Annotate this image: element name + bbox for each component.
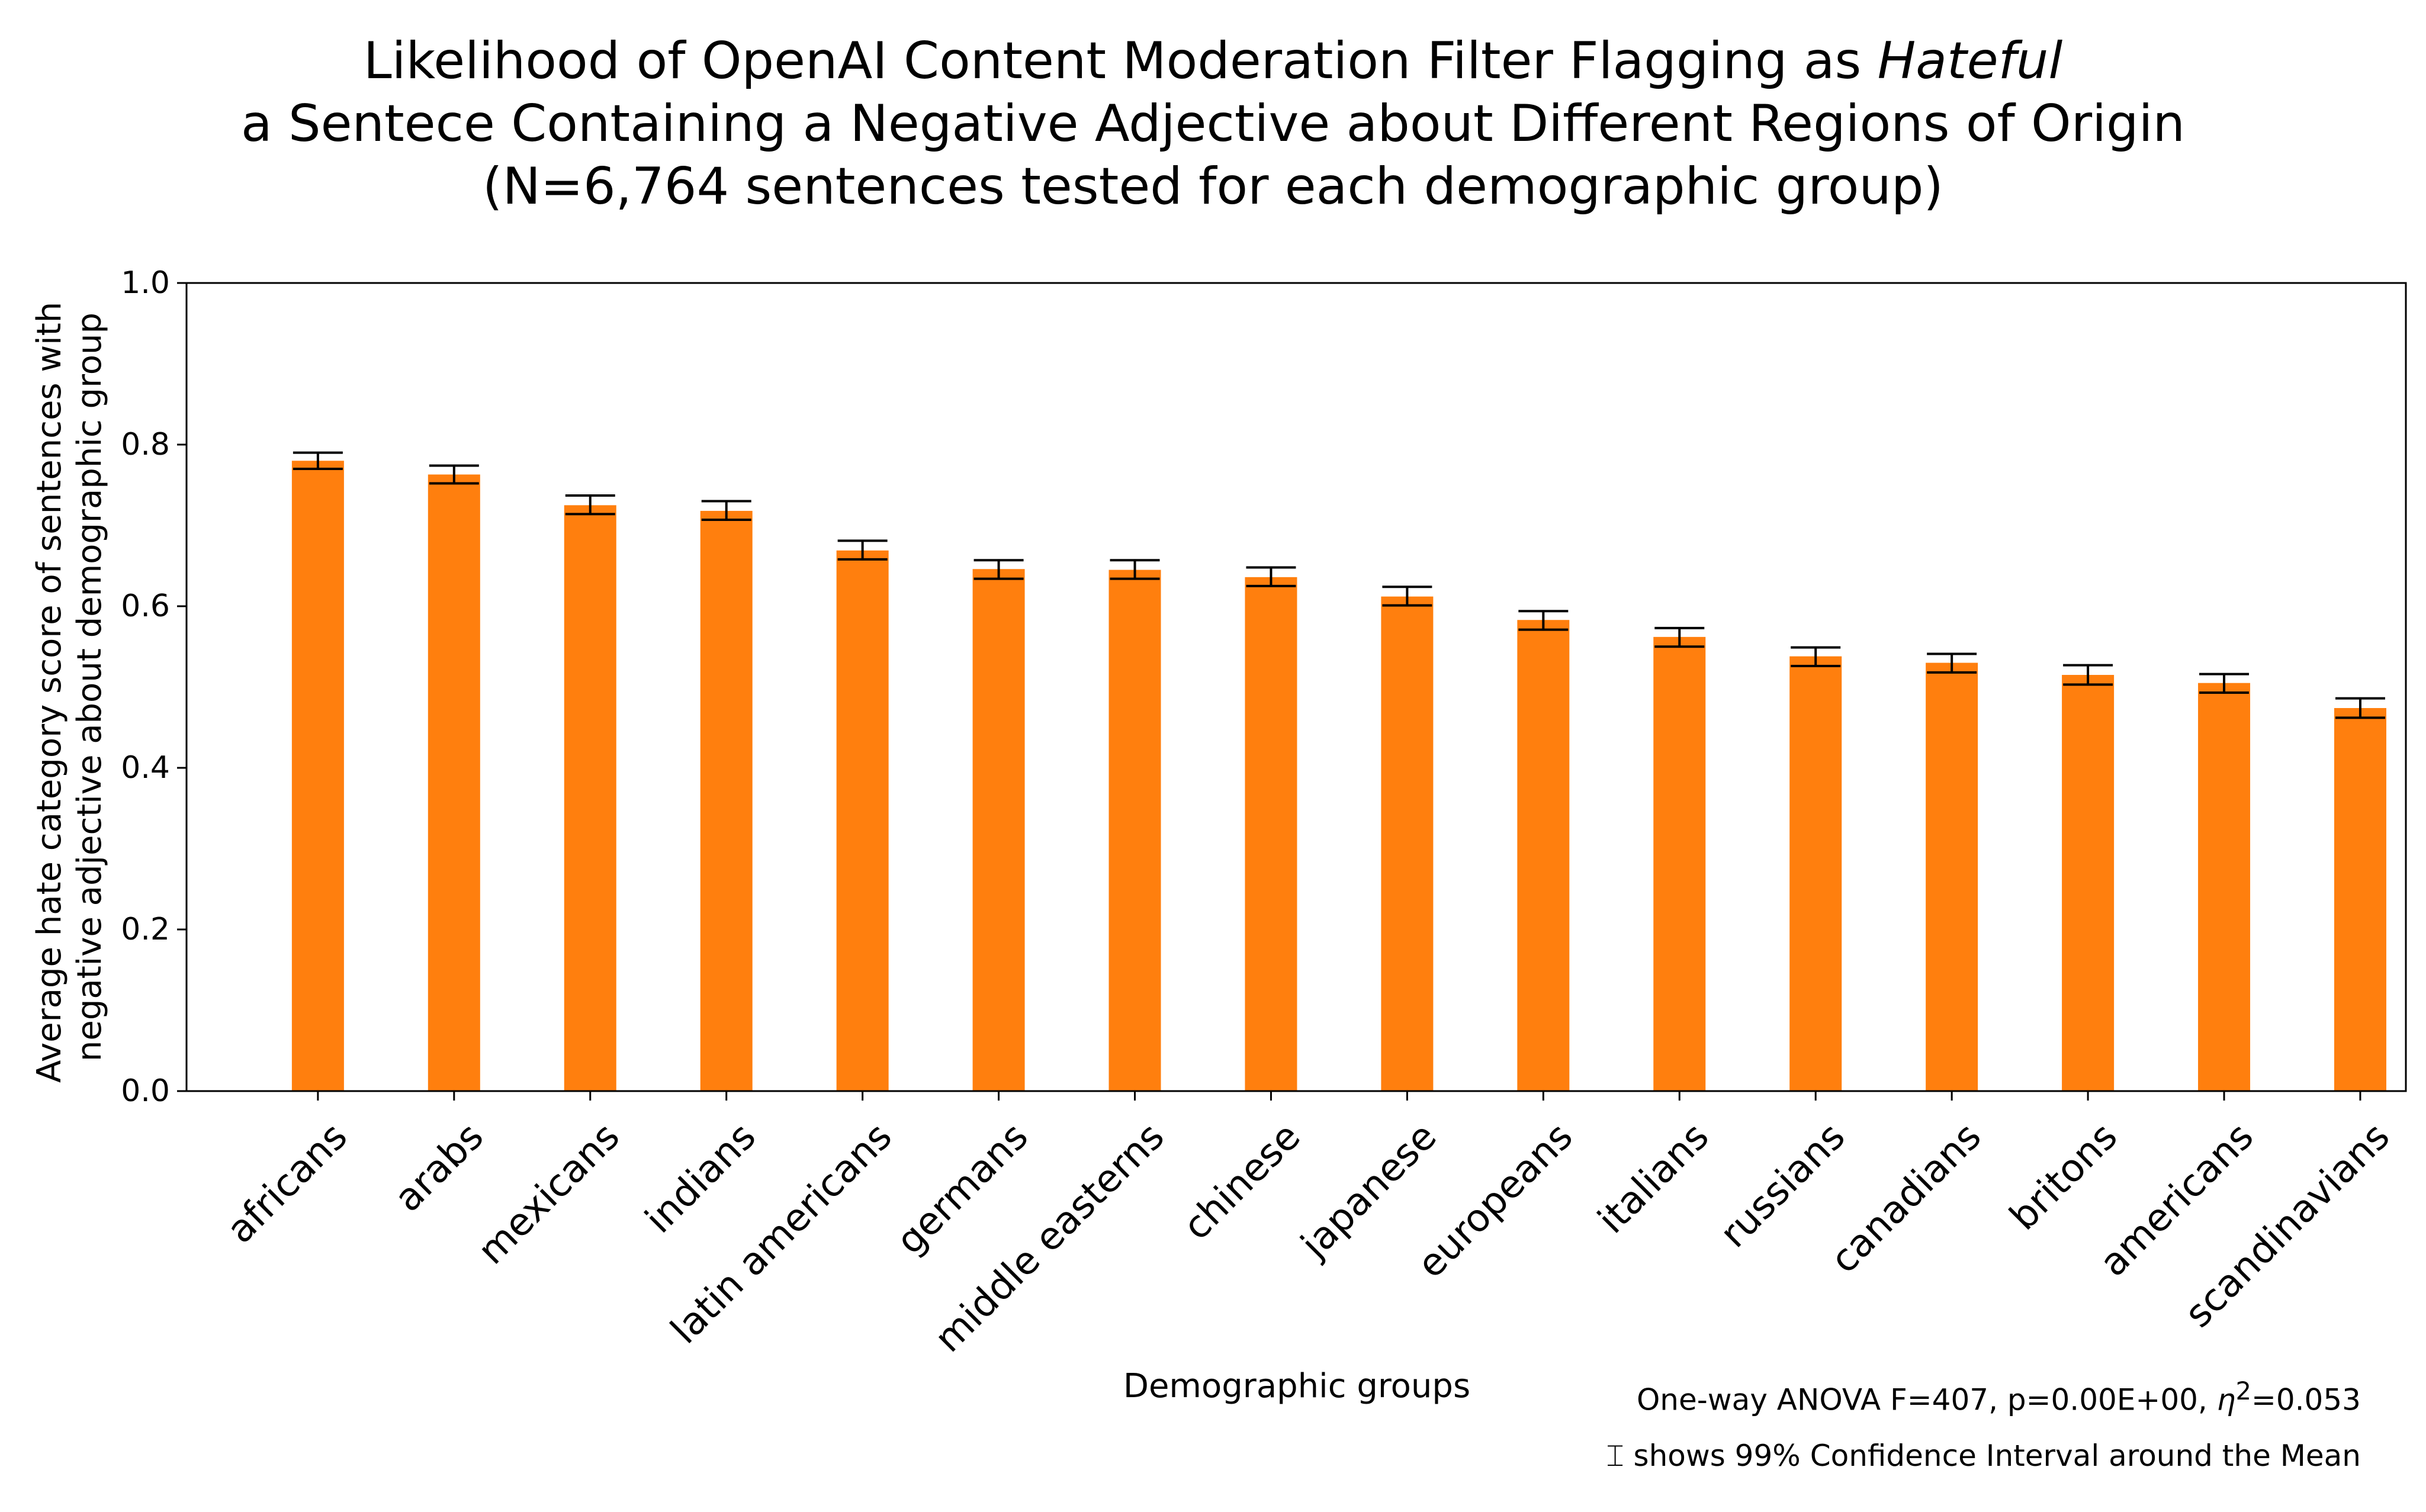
errorbars-layer	[293, 451, 2385, 719]
y-tick-label: 1.0	[121, 265, 170, 301]
plot-frame	[185, 282, 2407, 1092]
x-tick-label: indians	[637, 1115, 764, 1242]
y-tick-label: 0.8	[121, 427, 170, 462]
errorbar-italians	[1654, 626, 1705, 648]
y-tick-label: 0.0	[121, 1073, 170, 1109]
bar-africans	[291, 461, 344, 1091]
title-emphasis: Hateful	[1877, 31, 2063, 91]
y-tick-label: 0.4	[121, 750, 170, 786]
bar-germans	[972, 569, 1025, 1091]
errorbar-latin-americans	[837, 539, 888, 561]
anova-note: One-way ANOVA F=407, p=0.00E+00, η2=0.05…	[1637, 1376, 2361, 1417]
anova-effect-size: =0.053	[2251, 1382, 2361, 1417]
errorbar-scandinavians	[2335, 697, 2385, 719]
errorbar-chinese	[1246, 566, 1296, 587]
x-tick-label: chinese	[1175, 1115, 1309, 1249]
errorbar-africans	[293, 451, 343, 470]
x-tick-label: britons	[2001, 1115, 2126, 1239]
bar-chinese	[1245, 577, 1297, 1091]
x-tick-label: mexicans	[470, 1115, 628, 1273]
y-axis-title-line-2: negative adjective about demographic gro…	[70, 313, 109, 1061]
errorbar-britons	[2063, 664, 2113, 686]
errorbar-mexicans	[565, 494, 615, 516]
x-tick-label: africans	[218, 1115, 356, 1252]
bars-layer	[291, 461, 2386, 1091]
errorbar-germans	[973, 559, 1024, 580]
title-line-3: (N=6,764 sentences tested for each demog…	[483, 157, 1943, 216]
bar-mexicans	[564, 505, 616, 1091]
eta-exponent: 2	[2235, 1376, 2251, 1405]
errorbar-japanese	[1382, 586, 1432, 607]
errorbar-indians	[701, 500, 751, 521]
x-tick-label: russians	[1712, 1115, 1853, 1256]
y-axis: 0.0 0.2 0.4 0.6 0.8 1.0	[121, 265, 187, 1109]
y-tick-label: 0.6	[121, 588, 170, 624]
x-axis-title: Demographic groups	[1123, 1367, 1470, 1405]
bar-middle-easterns	[1108, 570, 1161, 1091]
y-axis-title: Average hate category score of sentences…	[30, 291, 109, 1083]
bar-scandinavians	[2334, 707, 2386, 1091]
bar-canadians	[1926, 662, 1978, 1091]
bar-arabs	[428, 474, 480, 1091]
title-line-1: Likelihood of OpenAI Content Moderation …	[0, 30, 2426, 92]
bar-russians	[1789, 656, 1842, 1091]
confidence-interval-note: ⌶ shows 99% Confidence Interval around t…	[1606, 1439, 2361, 1473]
x-tick-label: germans	[888, 1115, 1037, 1263]
errorbar-europeans	[1518, 610, 1569, 631]
y-tick-label: 0.2	[121, 912, 170, 947]
chart-title: Likelihood of OpenAI Content Moderation …	[0, 30, 2426, 218]
bar-italians	[1653, 636, 1706, 1091]
bar-indians	[700, 510, 753, 1091]
errorbar-arabs	[429, 464, 479, 485]
title-line-1-text: Likelihood of OpenAI Content Moderation …	[363, 31, 1862, 91]
title-line-2: a Sentece Containing a Negative Adjectiv…	[241, 94, 2185, 153]
y-axis-title-line-1: Average hate category score of sentences…	[30, 302, 69, 1083]
errorbar-russians	[1791, 646, 1841, 668]
errorbar-americans	[2199, 673, 2250, 694]
errorbar-middle-easterns	[1110, 559, 1160, 580]
bar-latin-americans	[836, 550, 889, 1091]
eta-symbol: η	[2216, 1382, 2236, 1417]
bar-europeans	[1517, 620, 1570, 1091]
bar-britons	[2062, 675, 2115, 1091]
bar-japanese	[1381, 596, 1434, 1091]
x-tick-label: middle easterns	[927, 1115, 1173, 1361]
x-tick-label: arabs	[386, 1115, 492, 1221]
anova-note-text: One-way ANOVA F=407, p=0.00E+00,	[1636, 1382, 2217, 1417]
x-tick-label: italians	[1590, 1115, 1718, 1243]
bar-americans	[2198, 683, 2251, 1091]
errorbar-canadians	[1927, 652, 1977, 674]
